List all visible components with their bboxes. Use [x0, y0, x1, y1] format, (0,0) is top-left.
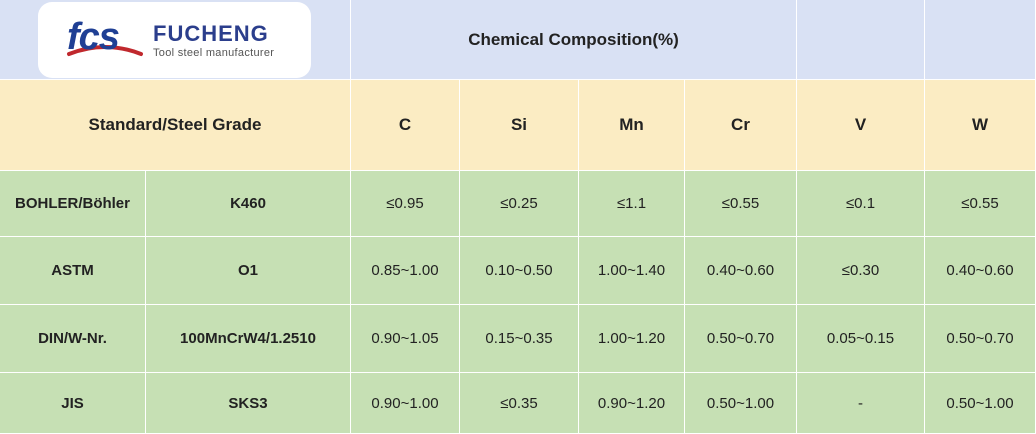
- grade-cell: 100MnCrW4/1.2510: [146, 305, 351, 373]
- value-cell: 0.85~1.00: [351, 237, 460, 305]
- element-header-si: Si: [460, 80, 579, 171]
- grade-cell: SKS3: [146, 373, 351, 434]
- logo-mark-text: fcs: [67, 16, 120, 58]
- value-cell: 0.05~0.15: [797, 305, 925, 373]
- grade-column-header: Standard/Steel Grade: [0, 80, 351, 171]
- value-cell: 0.50~1.00: [925, 373, 1036, 434]
- logo-swoosh-icon: [67, 45, 143, 56]
- value-cell: ≤0.25: [460, 171, 579, 237]
- value-cell: ≤0.30: [797, 237, 925, 305]
- header-top-blank: [797, 0, 925, 80]
- value-cell: 0.50~1.00: [685, 373, 797, 434]
- header-top-blank: [925, 0, 1036, 80]
- value-cell: 0.40~0.60: [925, 237, 1036, 305]
- table-title: Chemical Composition(%): [351, 0, 797, 80]
- value-cell: 0.40~0.60: [685, 237, 797, 305]
- value-cell: 0.90~1.20: [579, 373, 685, 434]
- value-cell: ≤0.55: [685, 171, 797, 237]
- element-header-c: C: [351, 80, 460, 171]
- value-cell: ≤1.1: [579, 171, 685, 237]
- logo-text: FUCHENG Tool steel manufacturer: [153, 21, 274, 59]
- element-header-w: W: [925, 80, 1036, 171]
- fcs-logo-mark: fcs: [65, 10, 145, 70]
- value-cell: -: [797, 373, 925, 434]
- value-cell: 1.00~1.40: [579, 237, 685, 305]
- standard-cell: JIS: [0, 373, 146, 434]
- element-header-v: V: [797, 80, 925, 171]
- grade-cell: K460: [146, 171, 351, 237]
- value-cell: 0.50~0.70: [925, 305, 1036, 373]
- value-cell: 0.50~0.70: [685, 305, 797, 373]
- brand-name: FUCHENG: [153, 21, 269, 46]
- standard-cell: ASTM: [0, 237, 146, 305]
- brand-tagline: Tool steel manufacturer: [153, 47, 275, 59]
- standard-cell: DIN/W-Nr.: [0, 305, 146, 373]
- value-cell: 0.15~0.35: [460, 305, 579, 373]
- value-cell: 1.00~1.20: [579, 305, 685, 373]
- value-cell: 0.90~1.00: [351, 373, 460, 434]
- value-cell: 0.10~0.50: [460, 237, 579, 305]
- company-logo: fcs FUCHENG Tool steel manufacturer: [38, 2, 311, 78]
- value-cell: ≤0.35: [460, 373, 579, 434]
- value-cell: ≤0.1: [797, 171, 925, 237]
- value-cell: ≤0.55: [925, 171, 1036, 237]
- grade-cell: O1: [146, 237, 351, 305]
- value-cell: 0.90~1.05: [351, 305, 460, 373]
- value-cell: ≤0.95: [351, 171, 460, 237]
- standard-cell: BOHLER/Böhler: [0, 171, 146, 237]
- element-header-cr: Cr: [685, 80, 797, 171]
- element-header-mn: Mn: [579, 80, 685, 171]
